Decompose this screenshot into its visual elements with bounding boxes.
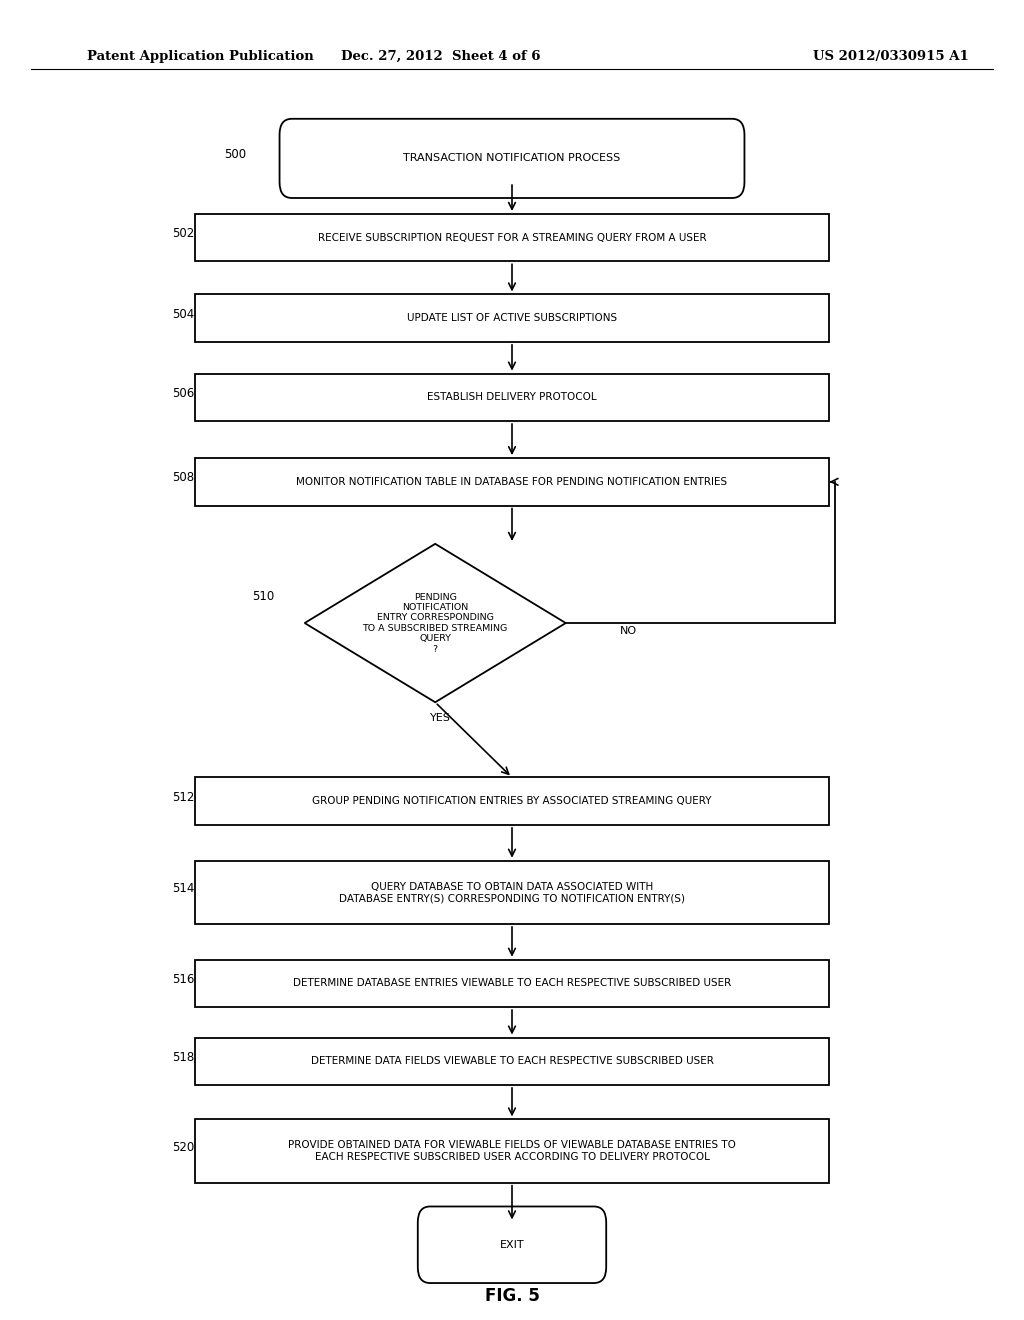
Polygon shape [305, 544, 565, 702]
Text: PENDING
NOTIFICATION
ENTRY CORRESPONDING
TO A SUBSCRIBED STREAMING
QUERY
?: PENDING NOTIFICATION ENTRY CORRESPONDING… [362, 593, 508, 653]
Text: 508: 508 [172, 471, 195, 484]
Bar [195, 294, 829, 342]
Bar [195, 1119, 829, 1183]
Text: EXIT: EXIT [500, 1239, 524, 1250]
Text: 506: 506 [172, 387, 195, 400]
FancyBboxPatch shape [280, 119, 744, 198]
Text: 518: 518 [172, 1051, 195, 1064]
Text: 514: 514 [172, 882, 195, 895]
Text: 512: 512 [172, 791, 195, 804]
Bar [195, 861, 829, 924]
Text: TRANSACTION NOTIFICATION PROCESS: TRANSACTION NOTIFICATION PROCESS [403, 153, 621, 164]
Text: 502: 502 [172, 227, 195, 240]
Text: 516: 516 [172, 973, 195, 986]
FancyBboxPatch shape [418, 1206, 606, 1283]
Bar [195, 777, 829, 825]
Bar [195, 374, 829, 421]
Text: ESTABLISH DELIVERY PROTOCOL: ESTABLISH DELIVERY PROTOCOL [427, 392, 597, 403]
Text: 504: 504 [172, 308, 195, 321]
Text: MONITOR NOTIFICATION TABLE IN DATABASE FOR PENDING NOTIFICATION ENTRIES: MONITOR NOTIFICATION TABLE IN DATABASE F… [296, 477, 728, 487]
Text: 510: 510 [252, 590, 274, 603]
Text: GROUP PENDING NOTIFICATION ENTRIES BY ASSOCIATED STREAMING QUERY: GROUP PENDING NOTIFICATION ENTRIES BY AS… [312, 796, 712, 807]
Text: NO: NO [620, 626, 637, 636]
Text: Patent Application Publication: Patent Application Publication [87, 50, 313, 63]
Text: PROVIDE OBTAINED DATA FOR VIEWABLE FIELDS OF VIEWABLE DATABASE ENTRIES TO
EACH R: PROVIDE OBTAINED DATA FOR VIEWABLE FIELD… [288, 1140, 736, 1162]
Bar [195, 1038, 829, 1085]
Text: YES: YES [430, 713, 451, 723]
Text: DETERMINE DATA FIELDS VIEWABLE TO EACH RESPECTIVE SUBSCRIBED USER: DETERMINE DATA FIELDS VIEWABLE TO EACH R… [310, 1056, 714, 1067]
Text: 500: 500 [223, 148, 246, 161]
Text: FIG. 5: FIG. 5 [484, 1287, 540, 1305]
Text: RECEIVE SUBSCRIPTION REQUEST FOR A STREAMING QUERY FROM A USER: RECEIVE SUBSCRIPTION REQUEST FOR A STREA… [317, 232, 707, 243]
Text: US 2012/0330915 A1: US 2012/0330915 A1 [813, 50, 969, 63]
Text: DETERMINE DATABASE ENTRIES VIEWABLE TO EACH RESPECTIVE SUBSCRIBED USER: DETERMINE DATABASE ENTRIES VIEWABLE TO E… [293, 978, 731, 989]
Text: Dec. 27, 2012  Sheet 4 of 6: Dec. 27, 2012 Sheet 4 of 6 [341, 50, 540, 63]
Text: QUERY DATABASE TO OBTAIN DATA ASSOCIATED WITH
DATABASE ENTRY(S) CORRESPONDING TO: QUERY DATABASE TO OBTAIN DATA ASSOCIATED… [339, 882, 685, 903]
Text: UPDATE LIST OF ACTIVE SUBSCRIPTIONS: UPDATE LIST OF ACTIVE SUBSCRIPTIONS [407, 313, 617, 323]
Text: 520: 520 [172, 1140, 195, 1154]
Bar [195, 214, 829, 261]
Bar [195, 960, 829, 1007]
Bar [195, 458, 829, 506]
